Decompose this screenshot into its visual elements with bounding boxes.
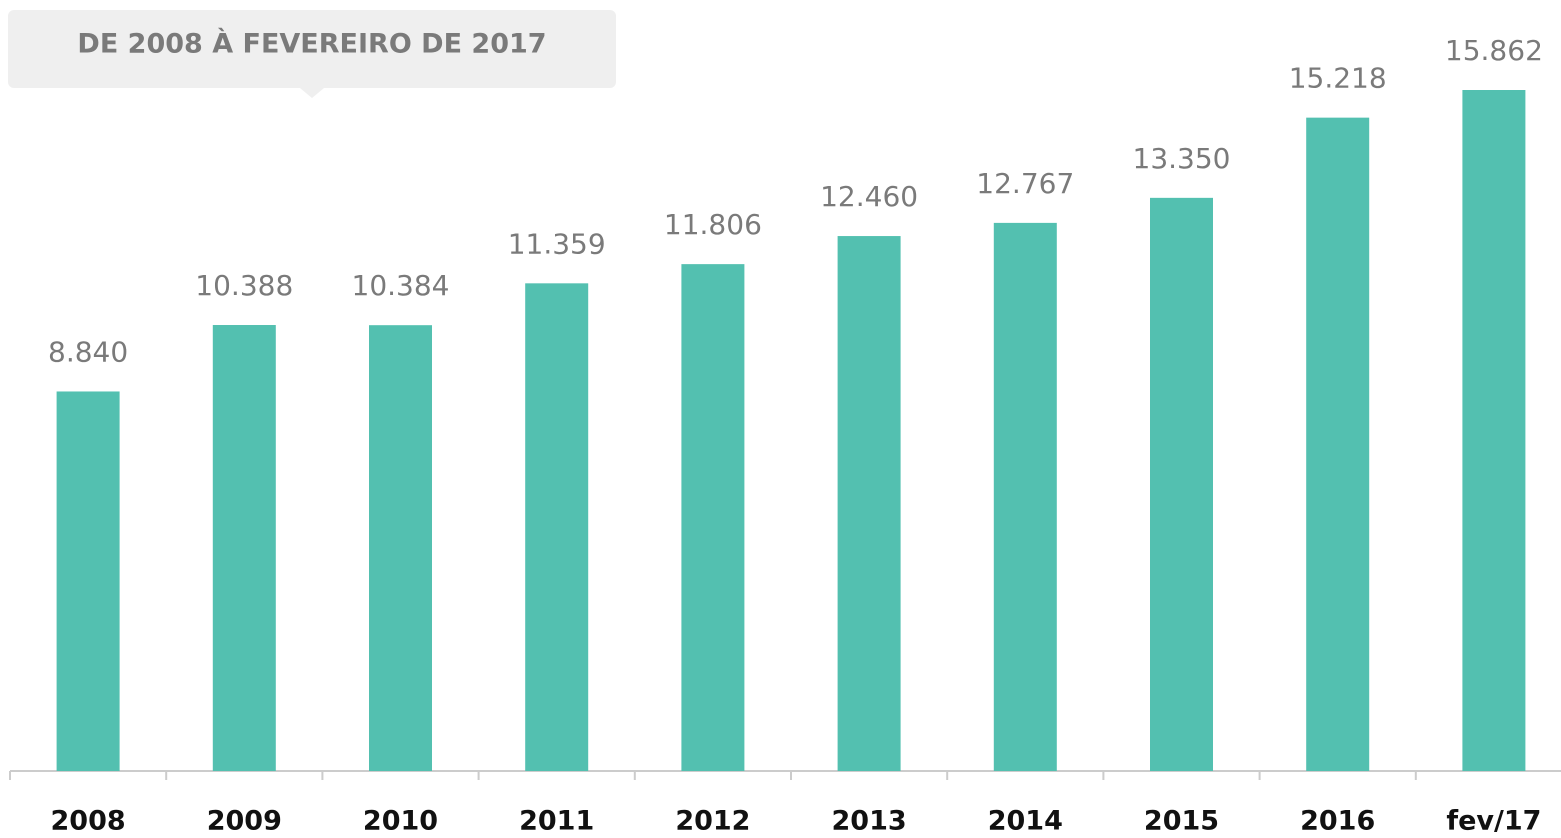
value-label: 12.460 xyxy=(820,180,918,213)
bar xyxy=(681,264,745,771)
x-tick-label: fev/17 xyxy=(1446,806,1541,837)
bar xyxy=(525,283,589,771)
bar xyxy=(993,222,1057,771)
bar xyxy=(1462,90,1526,771)
value-label: 15.218 xyxy=(1289,62,1387,95)
value-label: 11.359 xyxy=(508,227,606,260)
bar xyxy=(56,391,120,771)
x-tick-label: 2016 xyxy=(1300,806,1375,837)
chart-title: DE 2008 À FEVEREIRO DE 2017 xyxy=(77,28,546,60)
title-box xyxy=(8,10,616,88)
value-label: 10.388 xyxy=(195,269,293,302)
bar xyxy=(369,325,432,771)
x-tick-label: 2013 xyxy=(832,806,907,837)
x-tick-label: 2014 xyxy=(988,806,1063,837)
x-tick-label: 2010 xyxy=(363,806,438,837)
bar xyxy=(837,236,901,771)
x-tick-label: 2012 xyxy=(675,806,750,837)
bar xyxy=(1306,117,1370,771)
value-label: 10.384 xyxy=(352,269,450,302)
x-tick-label: 2015 xyxy=(1144,806,1219,837)
value-label: 13.350 xyxy=(1133,142,1231,175)
value-label: 12.767 xyxy=(976,167,1074,200)
x-tick-label: 2011 xyxy=(519,806,594,837)
value-label: 8.840 xyxy=(48,335,128,368)
bar xyxy=(1150,197,1213,772)
x-tick-label: 2009 xyxy=(207,806,282,837)
value-label: 11.806 xyxy=(664,208,762,241)
bar xyxy=(212,325,276,771)
x-tick-label: 2008 xyxy=(51,806,126,837)
value-label: 15.862 xyxy=(1445,34,1543,67)
title-pointer xyxy=(300,88,324,98)
